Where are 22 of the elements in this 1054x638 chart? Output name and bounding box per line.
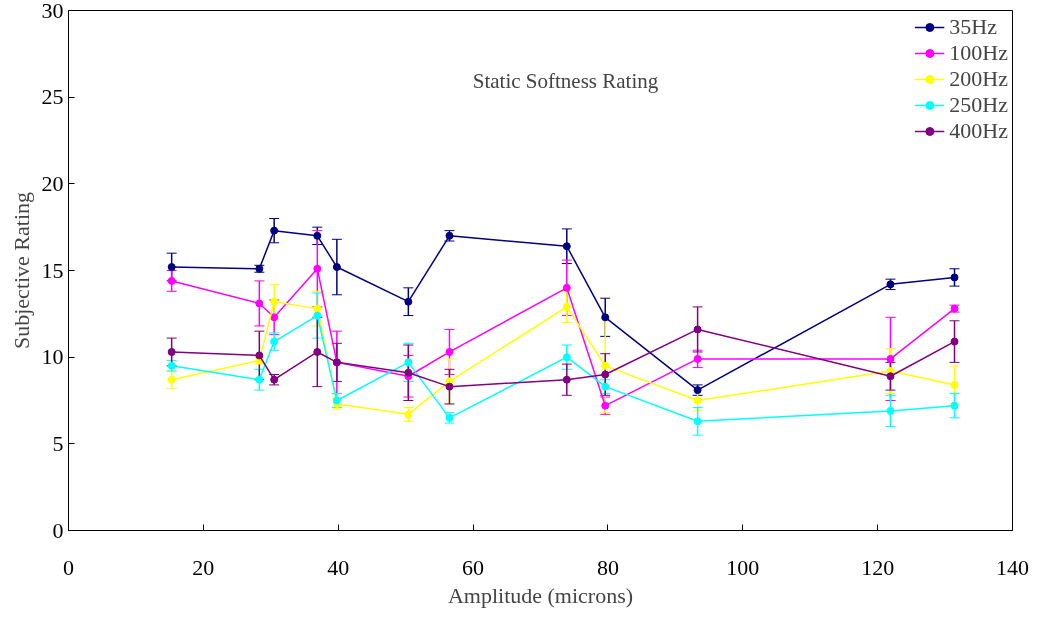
- x-tick-label: 60: [462, 554, 485, 580]
- x-tick-label: 20: [192, 554, 215, 580]
- y-tick-label: 20: [41, 170, 64, 196]
- x-tick-label: 140: [996, 554, 1029, 580]
- text: Static Softness Rating: [472, 68, 659, 93]
- legend-label: 35Hz: [949, 14, 997, 40]
- x-tick-label: 80: [596, 554, 619, 580]
- x-tick-label: 120: [861, 554, 895, 580]
- y-tick-label: 15: [41, 257, 64, 283]
- legend-label: 100Hz: [949, 40, 1008, 66]
- y-tick-label: 5: [52, 430, 64, 456]
- y-tick-label: 0: [52, 517, 64, 543]
- x-axis-title: Amplitude (microns): [447, 582, 634, 608]
- legend-label: 250Hz: [949, 92, 1008, 118]
- y-tick-label: 30: [41, 0, 64, 23]
- x-tick-label: 40: [327, 554, 350, 580]
- legend-label: 200Hz: [949, 66, 1008, 92]
- y-axis-title: Subjective Rating: [8, 191, 34, 350]
- legend-label: 400Hz: [949, 118, 1008, 144]
- y-tick-label: 10: [41, 344, 64, 370]
- x-tick-label: 100: [726, 554, 760, 580]
- y-tick-label: 25: [41, 84, 64, 110]
